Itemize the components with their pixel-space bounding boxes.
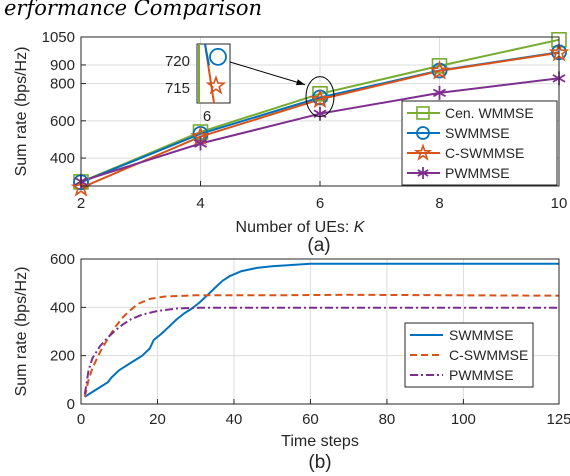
- inset-tick-label-y: 715: [165, 80, 190, 97]
- legend-marker-a-shape: [416, 106, 430, 120]
- axis-label-y-b: Sum rate (bps/Hz): [13, 267, 30, 397]
- data-point-a-3-stroke: [193, 139, 208, 148]
- tick-label-x-b: 40: [226, 411, 243, 428]
- tick-label-x-b: 0: [77, 411, 85, 428]
- data-point-a-2-shape: [70, 177, 92, 197]
- tick-label-y-a: 900: [50, 57, 75, 74]
- tick-label-x-a: 2: [77, 195, 85, 212]
- legend-marker-a-shape: [413, 143, 433, 161]
- tick-label-x-b: 80: [379, 411, 396, 428]
- series-line-a-0: [80, 38, 560, 183]
- page-header-fragment: erformance Comparison: [4, 0, 263, 20]
- inset-point-cswmmse: [205, 74, 227, 95]
- inset-series-line-1: [204, 43, 210, 66]
- legend-label-b: C-SWMMSE: [449, 347, 528, 363]
- data-point-a-0-shape: [312, 86, 328, 102]
- legend-label-a: Cen. WMMSE: [445, 105, 534, 121]
- tick-label-y-a: 600: [50, 113, 75, 130]
- series-line-b-2: [83, 306, 559, 395]
- zoom-ellipse: [305, 76, 335, 118]
- data-point-a-2: [309, 88, 331, 109]
- legend-marker-a: [417, 167, 429, 179]
- tick-label-x-b: 20: [149, 411, 166, 428]
- data-point-a-2: [429, 60, 450, 80]
- axis-label-x-a: Number of UEs: K: [236, 219, 366, 236]
- data-point-a-3-stroke: [432, 88, 447, 98]
- series-line-a-2: [80, 51, 560, 189]
- tick-label-y-b: 600: [50, 251, 75, 268]
- inset-point-cswmmse-shape: [205, 74, 227, 95]
- legend-label-a: SWMMSE: [445, 125, 510, 141]
- tick-label-x-a: 10: [551, 195, 568, 212]
- tick-label-y-a: 800: [50, 76, 75, 93]
- tick-label-x-b: 125: [546, 411, 570, 428]
- legend-label-b: SWMMSE: [449, 327, 514, 343]
- data-point-a-0: [431, 58, 448, 74]
- series-line-b-0: [84, 262, 559, 398]
- tick-label-x-a: 4: [196, 195, 204, 212]
- inset-point-swmmse: [209, 47, 227, 66]
- series-line-b-1: [83, 293, 560, 398]
- tick-label-x-a: 6: [316, 195, 324, 212]
- axis-label-x-b: Time steps: [281, 433, 359, 450]
- legend-marker-a: [413, 143, 433, 161]
- legend-marker-a-shape: [416, 126, 430, 140]
- data-point-a-2-shape: [309, 88, 331, 109]
- zoom-arrow-head: [296, 79, 305, 86]
- legend-marker-a: [416, 126, 430, 140]
- tick-label-y-b: 200: [50, 348, 75, 365]
- legend-label-a: C-SWMMSE: [445, 145, 524, 161]
- data-point-a-0: [312, 86, 328, 102]
- data-point-a-0-shape: [431, 58, 448, 74]
- tick-label-y-a: 400: [50, 150, 75, 167]
- data-point-a-3: [432, 85, 447, 100]
- axes-frame-b: [80, 258, 560, 405]
- inset-point-swmmse-shape: [209, 47, 227, 66]
- zoom-arrow-line: [229, 61, 306, 86]
- tick-label-y-b: 0: [67, 396, 75, 413]
- axis-label-x-var-a: K: [354, 219, 366, 236]
- panel-label-a: (a): [307, 235, 330, 256]
- tick-label-x-b: 100: [451, 411, 476, 428]
- legend-marker-a-stroke: [417, 169, 429, 177]
- panel-label-b: (b): [308, 452, 331, 473]
- legend-marker-a: [416, 106, 430, 120]
- tick-label-x-b: 60: [302, 411, 319, 428]
- tick-label-y-b: 400: [50, 299, 75, 316]
- data-point-a-2: [70, 177, 92, 197]
- inset-tick-label-y: 720: [165, 53, 190, 70]
- inset-tick-label-x: 6: [203, 108, 211, 125]
- axis-label-y-a: Sum rate (bps/Hz): [13, 47, 30, 177]
- legend-label-a: PWMMSE: [445, 165, 510, 181]
- data-point-a-3: [193, 136, 208, 151]
- data-point-a-2-shape: [429, 60, 450, 80]
- axes-frame-a: [80, 36, 560, 187]
- tick-label-x-a: 8: [435, 195, 443, 212]
- tick-label-y-a: 1050: [42, 29, 75, 46]
- legend-label-b: PWMMSE: [449, 367, 514, 383]
